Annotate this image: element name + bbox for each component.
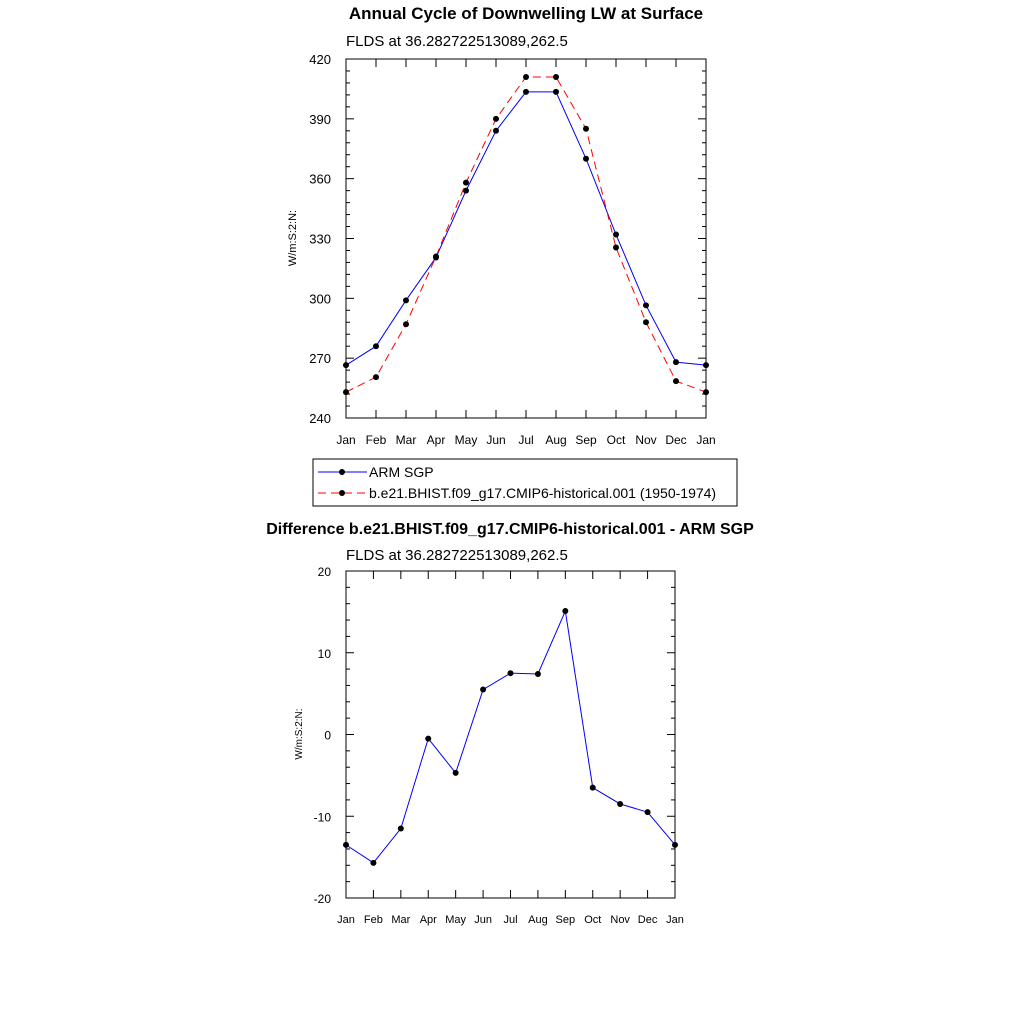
chart2-ytick-label: -20 <box>314 892 332 906</box>
chart2-series-1-point <box>672 841 678 848</box>
chart2-ytick-label: 0 <box>324 729 331 743</box>
chart1-series-2-point <box>583 125 589 132</box>
chart1-xtick-label: Jan <box>336 433 355 447</box>
chart1-series-1-point <box>643 302 649 309</box>
chart1-xtick-label: Oct <box>607 433 626 447</box>
chart1-ytick-label: 300 <box>309 291 331 306</box>
chart2-series-1-point <box>644 809 651 816</box>
chart1-series-2-point <box>613 244 619 251</box>
chart1-series-2-point <box>493 115 499 122</box>
chart1-series-1-point <box>373 343 379 350</box>
chart2-xtick-label: Nov <box>610 914 630 926</box>
chart1-xtick-label: Apr <box>427 433 446 447</box>
chart2-series-1-point <box>562 608 569 615</box>
chart1-xtick-label: May <box>455 433 478 447</box>
chart2-xtick-label: Jan <box>337 914 355 926</box>
chart1-series-2-point <box>433 253 439 260</box>
chart1-ytick-label: 330 <box>309 232 331 247</box>
chart2-series-1-line <box>345 609 676 864</box>
chart1-series-1-point <box>493 127 499 134</box>
chart1-ytick-label: 240 <box>309 411 331 426</box>
chart2-series-1-point <box>397 825 404 832</box>
chart1-series-2-point <box>523 73 529 80</box>
chart2-ytick-label: 20 <box>318 565 332 579</box>
chart1-series-2-point <box>553 73 559 80</box>
chart2-xtick-label: Mar <box>391 914 410 926</box>
chart2-title: Difference b.e21.BHIST.f09_g17.CMIP6-his… <box>266 521 754 538</box>
legend-marker-series-2 <box>339 490 345 496</box>
chart1-series-2-point <box>673 378 679 385</box>
chart2-xtick-label: Jan <box>666 914 684 926</box>
chart2-xtick-label: Jun <box>474 914 492 926</box>
chart2-series-1-point <box>370 859 377 866</box>
chart2-series-1-point <box>343 841 349 848</box>
chart1-series-2-point <box>403 321 409 328</box>
chart2-xtick-label: Dec <box>638 914 658 926</box>
chart1-series-1-line <box>345 91 707 366</box>
chart1-xtick-label: Nov <box>635 433 656 447</box>
chart1-series-2-point <box>703 389 709 396</box>
chart1-xtick-label: Dec <box>665 433 686 447</box>
chart1-xtick-label: Jan <box>696 433 715 447</box>
chart1-xtick-label: Aug <box>545 433 566 447</box>
chart1-xtick-label: Mar <box>396 433 417 447</box>
chart1-series-1-point <box>703 362 709 369</box>
chart2-series-1-point <box>452 769 459 776</box>
chart1-series-1-point <box>403 297 409 304</box>
chart2-xtick-label: Feb <box>364 914 383 926</box>
chart1-ytick-label: 270 <box>309 351 331 366</box>
chart1-series-1-point <box>673 359 679 366</box>
chart1-xtick-label: Jun <box>486 433 505 447</box>
chart2-xtick-label: Sep <box>556 914 576 926</box>
chart2-series-1-point <box>480 686 487 693</box>
chart2-xtick-label: Jul <box>503 914 517 926</box>
chart1-ytick-label: 420 <box>309 52 331 67</box>
chart1-series-2-point <box>373 374 379 381</box>
chart1-series-1-point <box>553 88 559 95</box>
chart1-subtitle: FLDS at 36.282722513089,262.5 <box>346 33 568 50</box>
chart2-ytick-label: 10 <box>318 647 332 661</box>
chart1-series-2-point <box>643 319 649 326</box>
legend-marker-series-1 <box>339 469 345 475</box>
chart2-ytick-label: -10 <box>314 810 332 824</box>
chart1-ytick-label: 360 <box>309 172 331 187</box>
chart1-xtick-label: Sep <box>575 433 597 447</box>
chart2-series-1-point <box>507 670 514 677</box>
chart1-series-1-point <box>463 187 469 194</box>
chart1-series-2-line <box>345 76 707 393</box>
chart2-ylabel: W/m:S:2:N: <box>294 708 305 759</box>
chart1-series-1-point <box>343 362 349 369</box>
chart1-ytick-label: 390 <box>309 112 331 127</box>
chart1-series-1-point <box>613 231 619 238</box>
chart1-xtick-label: Jul <box>518 433 533 447</box>
chart2-series-1-point <box>425 735 432 742</box>
chart2-xtick-label: Apr <box>420 914 437 926</box>
chart1-legend: ARM SGP b.e21.BHIST.f09_g17.CMIP6-histor… <box>312 458 738 507</box>
chart1-series-2-point <box>343 389 349 396</box>
chart1-series-1-point <box>583 155 589 162</box>
chart1-series-1-point <box>523 88 529 95</box>
chart2-series-1-point <box>534 671 541 678</box>
legend-box <box>312 458 738 507</box>
chart1-plot-frame <box>345 58 707 419</box>
chart2-series-1-point <box>589 784 596 791</box>
chart1-plot: Jan Feb Mar Apr May Jun Jul Aug Sep Oct Nov Dec Jan 2… <box>309 52 715 447</box>
chart1-xtick-label: Feb <box>366 433 387 447</box>
chart1-series-2-point <box>463 179 469 186</box>
chart2-plot-frame <box>345 570 676 899</box>
chart1-title: Annual Cycle of Downwelling LW at Surfac… <box>349 4 703 23</box>
chart2-xtick-label: Oct <box>584 914 601 926</box>
chart2-xtick-label: Aug <box>528 914 548 926</box>
chart2-xtick-label: May <box>445 914 466 926</box>
legend-label-series-2: b.e21.BHIST.f09_g17.CMIP6-historical.001… <box>369 485 716 501</box>
legend-label-series-1: ARM SGP <box>369 464 434 480</box>
chart2-series-1-point <box>617 800 624 807</box>
chart2-subtitle: FLDS at 36.282722513089,262.5 <box>346 547 568 564</box>
chart2-plot: Jan Feb Mar Apr May Jun Jul Aug Sep Oct Nov Dec Jan-… <box>314 565 684 926</box>
chart1-ylabel: W/m:S:2:N: <box>287 210 299 266</box>
